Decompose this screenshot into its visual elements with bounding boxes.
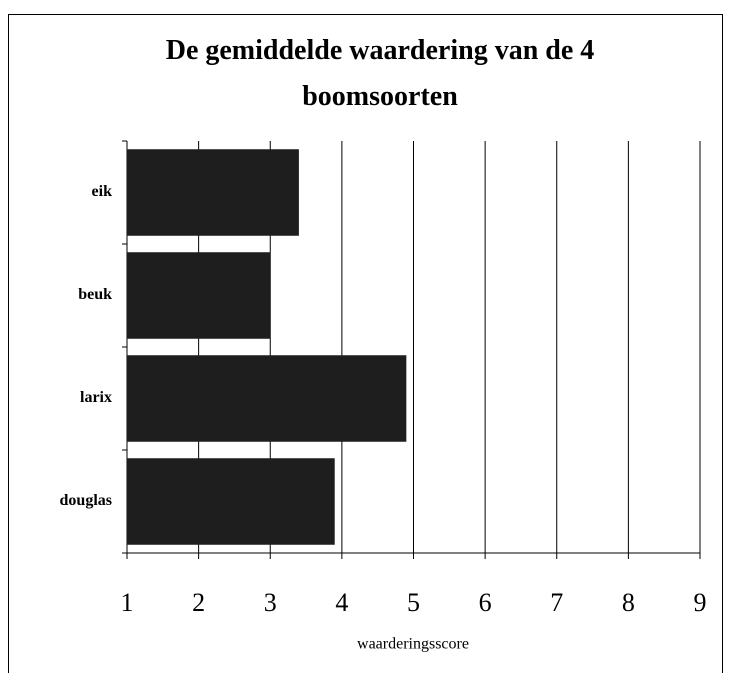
- x-tick-label: 2: [192, 588, 205, 617]
- y-tick-label: larix: [80, 389, 112, 406]
- bar: [127, 149, 299, 236]
- chart-title: De gemiddelde waardering van de 4 boomso…: [165, 35, 595, 112]
- bar: [127, 458, 335, 545]
- bar: [127, 355, 407, 442]
- x-tick-label: 9: [694, 588, 707, 617]
- x-tick-label: 5: [407, 588, 420, 617]
- x-tick-label: 4: [335, 588, 348, 617]
- y-tick-label: eik: [92, 183, 113, 200]
- frame: [8, 14, 723, 673]
- x-tick-label: 3: [264, 588, 277, 617]
- bar: [127, 252, 271, 339]
- x-tick-label: 6: [479, 588, 492, 617]
- x-tick-label: 8: [622, 588, 635, 617]
- x-tick-label: 7: [550, 588, 563, 617]
- y-tick-label: beuk: [78, 286, 112, 303]
- x-tick-label: 1: [121, 588, 134, 617]
- title-box: De gemiddelde waardering van de 4 boomso…: [165, 35, 595, 112]
- y-tick-label: douglas: [60, 492, 112, 509]
- x-axis-label: waarderingsscore: [357, 636, 469, 653]
